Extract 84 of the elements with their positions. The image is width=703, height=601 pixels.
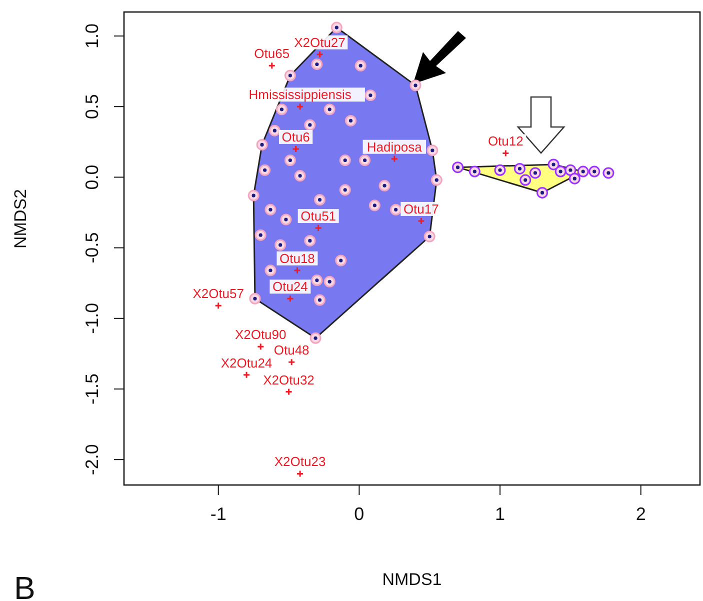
data-label: Otu65: [254, 46, 290, 62]
point: [316, 50, 324, 58]
point: [339, 184, 351, 196]
point: [276, 104, 288, 116]
data-label: X2Otu90: [234, 327, 286, 342]
point: [564, 164, 576, 176]
x-tick-label: 0: [354, 504, 364, 524]
point: [284, 154, 296, 166]
point: [468, 166, 480, 178]
point: [264, 264, 276, 276]
point: [364, 90, 376, 102]
point: [494, 164, 506, 176]
point: [268, 62, 276, 70]
point: [314, 194, 326, 206]
point: [529, 167, 541, 179]
data-label: Hmississippiensis: [248, 87, 352, 102]
point: [256, 342, 264, 350]
x-tick-label: -1: [210, 504, 226, 524]
point: [311, 274, 323, 286]
data-label: X2Otu57: [192, 286, 244, 302]
y-axis-title: NMDS2: [11, 188, 30, 248]
point: [292, 145, 300, 153]
point: [514, 162, 526, 174]
data-label: Otu48: [274, 342, 310, 358]
point: [311, 58, 323, 70]
data-label: X2Otu27: [294, 34, 346, 50]
point: [554, 166, 566, 178]
point: [390, 155, 398, 163]
point: [359, 154, 371, 166]
x-tick-label: 1: [495, 504, 506, 524]
point: [314, 224, 322, 232]
data-label: Otu12: [488, 134, 524, 149]
data-label: Otu6: [282, 129, 310, 144]
point: [268, 124, 280, 136]
point: [304, 234, 316, 246]
point: [280, 214, 292, 226]
data-label: Otu24: [272, 279, 308, 294]
data-label: Otu17: [403, 201, 439, 216]
y-tick-label: -1.0: [82, 302, 102, 334]
point: [324, 104, 336, 116]
point: [390, 204, 402, 216]
data-label: X2Otu24: [220, 355, 272, 370]
text: B: [14, 570, 36, 601]
y-tick-label: -0.5: [82, 232, 102, 264]
point: [293, 266, 301, 274]
point: [296, 470, 304, 478]
y-tick-label: 1.0: [82, 23, 102, 49]
data-label: X2Otu32: [263, 372, 314, 388]
point: [520, 174, 532, 186]
point: [286, 294, 294, 302]
point: [588, 166, 600, 178]
point: [354, 60, 366, 72]
data-label: Otu51: [300, 208, 336, 224]
x-axis-title: NMDS1: [382, 570, 442, 589]
point: [285, 388, 293, 396]
point: [335, 254, 347, 266]
y-tick-label: 0.5: [82, 94, 102, 120]
y-tick-label: -2.0: [82, 444, 102, 476]
y-tick-label: 0.0: [82, 164, 102, 190]
point: [296, 102, 304, 110]
point: [314, 294, 326, 306]
point: [242, 371, 250, 379]
data-label: Hadiposa: [366, 139, 423, 154]
point: [304, 119, 316, 131]
y-tick-label: -1.5: [82, 373, 102, 405]
point: [502, 149, 510, 157]
point: [214, 302, 222, 310]
point: [368, 200, 380, 212]
point: [294, 170, 306, 182]
point: [264, 204, 276, 216]
point: [274, 239, 286, 251]
point: [254, 229, 266, 241]
point: [344, 114, 356, 126]
point: [417, 217, 425, 225]
point: [288, 358, 296, 366]
point: [378, 180, 390, 192]
point: [339, 154, 351, 166]
point: [602, 167, 614, 179]
data-label: X2Otu23: [274, 454, 326, 470]
point: [324, 276, 336, 288]
point: [568, 172, 580, 184]
data-label: Otu18: [280, 250, 315, 266]
x-tick-label: 2: [636, 504, 646, 524]
point: [259, 164, 271, 176]
